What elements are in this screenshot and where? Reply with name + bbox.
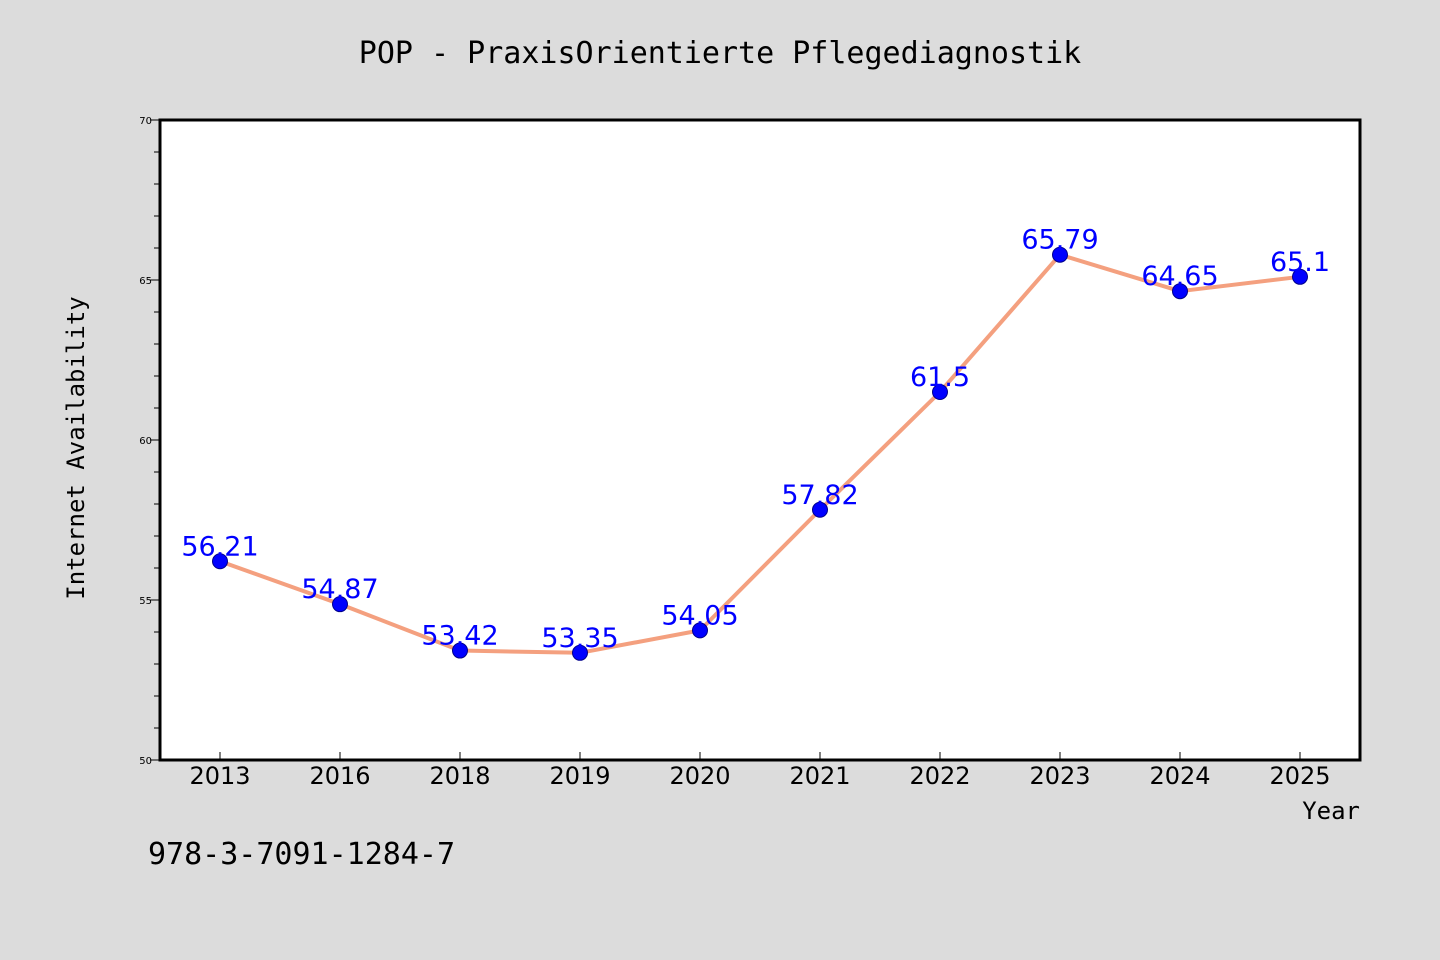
data-label: 64.65 [1141, 261, 1218, 292]
chart-title: POP - PraxisOrientierte Pflegediagnostik [359, 36, 1081, 71]
data-point [932, 384, 948, 400]
data-label: 54.87 [301, 574, 378, 605]
data-point [1172, 283, 1188, 300]
x-tick-label: 2020 [669, 762, 730, 790]
x-tick-label: 2016 [309, 762, 370, 790]
x-tick-label: 2019 [549, 762, 610, 790]
x-tick-label: 2023 [1029, 762, 1090, 790]
plot-border [158, 118, 1362, 762]
x-tick-label: 2018 [429, 762, 490, 790]
series-layer: 56.21 54.87 53.42 53.35 54.05 57.82 61.5 65.79 6… [181, 225, 1330, 661]
y-axis-title: Internet Availability [62, 296, 90, 599]
data-point [692, 622, 708, 639]
data-label: 56.21 [181, 531, 258, 562]
data-point [212, 553, 228, 570]
x-tick-label: 2022 [909, 762, 970, 790]
isbn-annotation: 978-3-7091-1284-7 [148, 837, 455, 872]
data-point [812, 501, 828, 518]
y-tick-label: 55 [139, 596, 152, 607]
data-label: 65.1 [1270, 247, 1330, 278]
x-tick-label: 2025 [1269, 762, 1330, 790]
x-tick-label: 2013 [189, 762, 250, 790]
x-axis: 2013 2016 2018 2019 2020 2021 2022 2023 2024 2025 [189, 752, 1331, 790]
data-label: 54.05 [661, 600, 738, 631]
y-tick-label: 65 [139, 276, 152, 287]
data-label: 61.5 [910, 362, 970, 393]
x-tick-label: 2021 [789, 762, 850, 790]
data-point [1052, 246, 1068, 263]
data-label: 53.42 [421, 621, 498, 652]
x-tick-label: 2024 [1149, 762, 1210, 790]
y-axis: 50 55 60 65 70 [139, 116, 160, 767]
y-tick-label: 50 [139, 756, 152, 767]
series-line [218, 252, 1302, 655]
x-axis-title: Year [1302, 797, 1360, 825]
data-label: 53.35 [541, 623, 618, 654]
data-point [572, 644, 588, 661]
data-point [332, 596, 348, 613]
y-tick-label: 60 [139, 436, 152, 447]
data-point [452, 642, 468, 659]
y-tick-label: 70 [139, 116, 152, 127]
data-label: 57.82 [781, 480, 858, 511]
data-label: 65.79 [1021, 225, 1098, 256]
data-point [1292, 268, 1308, 285]
plot-area [160, 120, 1360, 760]
